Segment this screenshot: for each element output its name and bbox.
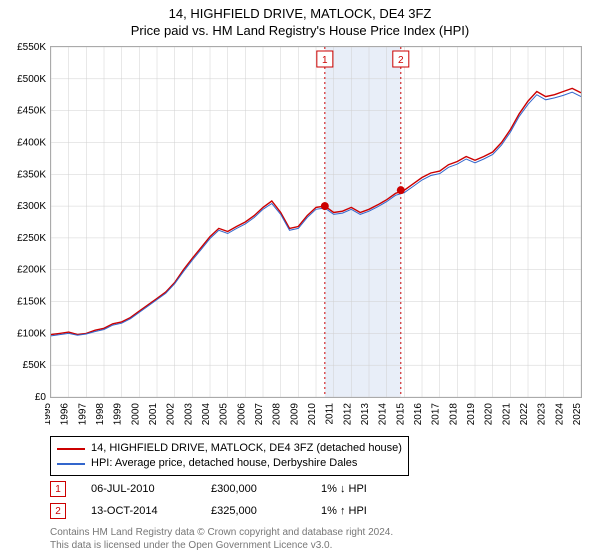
legend-label-2: HPI: Average price, detached house, Derb… (91, 456, 357, 471)
legend-swatch-1 (57, 448, 85, 450)
sale-row-2: 2 13-OCT-2014 £325,000 1% ↑ HPI (50, 502, 421, 520)
svg-text:1995: 1995 (45, 403, 53, 426)
svg-text:1998: 1998 (95, 403, 106, 426)
chart-svg: 12 (51, 47, 581, 397)
svg-text:£200K: £200K (17, 265, 46, 276)
svg-text:2008: 2008 (272, 403, 283, 426)
svg-text:2001: 2001 (148, 403, 159, 426)
svg-text:£450K: £450K (17, 106, 46, 117)
legend-row-series1: 14, HIGHFIELD DRIVE, MATLOCK, DE4 3FZ (d… (57, 441, 402, 456)
svg-text:2004: 2004 (201, 403, 212, 426)
svg-text:2: 2 (398, 55, 404, 66)
title-address: 14, HIGHFIELD DRIVE, MATLOCK, DE4 3FZ (0, 0, 600, 21)
svg-text:£250K: £250K (17, 233, 46, 244)
sale-marker-1: 1 (50, 481, 66, 497)
svg-text:2022: 2022 (519, 403, 530, 426)
svg-text:2002: 2002 (166, 403, 177, 426)
svg-text:2020: 2020 (484, 403, 495, 426)
svg-text:£300K: £300K (17, 201, 46, 212)
svg-text:£350K: £350K (17, 169, 46, 180)
svg-text:2003: 2003 (183, 403, 194, 426)
svg-text:2006: 2006 (236, 403, 247, 426)
svg-text:2021: 2021 (501, 403, 512, 426)
sale-row-1: 1 06-JUL-2010 £300,000 1% ↓ HPI (50, 480, 421, 498)
svg-text:2013: 2013 (360, 403, 371, 426)
svg-text:2017: 2017 (431, 403, 442, 426)
svg-text:2015: 2015 (395, 403, 406, 426)
svg-text:£50K: £50K (23, 360, 47, 371)
svg-text:2024: 2024 (554, 403, 565, 426)
sale-date-2: 13-OCT-2014 (91, 505, 211, 517)
svg-text:2023: 2023 (537, 403, 548, 426)
svg-text:2018: 2018 (448, 403, 459, 426)
sale-diff-1: 1% ↓ HPI (321, 483, 421, 495)
svg-text:2019: 2019 (466, 403, 477, 426)
legend-label-1: 14, HIGHFIELD DRIVE, MATLOCK, DE4 3FZ (d… (91, 441, 402, 456)
legend-row-series2: HPI: Average price, detached house, Derb… (57, 456, 402, 471)
sale-marker-2: 2 (50, 503, 66, 519)
svg-text:£500K: £500K (17, 74, 46, 85)
footer-text: Contains HM Land Registry data © Crown c… (50, 526, 393, 552)
svg-text:£400K: £400K (17, 137, 46, 148)
svg-text:2011: 2011 (325, 403, 336, 425)
page-container: 14, HIGHFIELD DRIVE, MATLOCK, DE4 3FZ Pr… (0, 0, 600, 560)
svg-text:£550K: £550K (17, 42, 46, 53)
footer-line1: Contains HM Land Registry data © Crown c… (50, 526, 393, 539)
svg-text:2009: 2009 (289, 403, 300, 426)
svg-text:2007: 2007 (254, 403, 265, 426)
svg-text:2010: 2010 (307, 403, 318, 426)
title-subtitle: Price paid vs. HM Land Registry's House … (0, 21, 600, 38)
footer-line2: This data is licensed under the Open Gov… (50, 539, 393, 552)
svg-text:2014: 2014 (378, 403, 389, 426)
chart-area: 12 (50, 46, 582, 398)
svg-text:2016: 2016 (413, 403, 424, 426)
x-axis-labels: 1995 1996 1997 1998 1999 2000 2001 2002 2003 2004… (45, 397, 585, 437)
svg-text:1: 1 (322, 55, 328, 66)
legend-box: 14, HIGHFIELD DRIVE, MATLOCK, DE4 3FZ (d… (50, 436, 409, 476)
svg-text:1997: 1997 (77, 403, 88, 426)
y-axis-labels: £0£50K£100K£150K£200K£250K£300K£350K£400… (0, 41, 50, 401)
svg-text:1999: 1999 (113, 403, 124, 426)
sale-diff-2: 1% ↑ HPI (321, 505, 421, 517)
sale-date-1: 06-JUL-2010 (91, 483, 211, 495)
sale-price-2: £325,000 (211, 505, 321, 517)
svg-text:1996: 1996 (60, 403, 71, 426)
sale-price-1: £300,000 (211, 483, 321, 495)
svg-text:2000: 2000 (130, 403, 141, 426)
svg-text:2005: 2005 (219, 403, 230, 426)
svg-text:2012: 2012 (342, 403, 353, 426)
legend-swatch-2 (57, 463, 85, 465)
svg-text:£150K: £150K (17, 297, 46, 308)
svg-text:£100K: £100K (17, 328, 46, 339)
svg-text:2025: 2025 (572, 403, 583, 426)
